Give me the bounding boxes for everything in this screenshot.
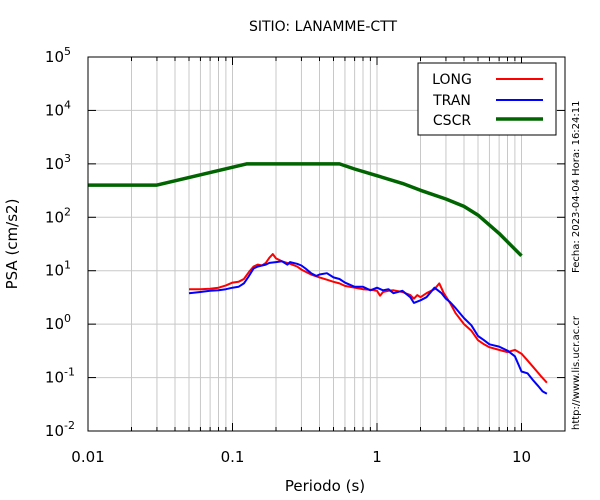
y-axis-label: PSA (cm/s2): [3, 199, 21, 290]
y-tick-label-base: 10: [45, 155, 64, 173]
axis-ticks: [87, 56, 566, 432]
y-tick-label: 10 1: [45, 259, 71, 280]
x-tick-label: 10: [512, 448, 531, 466]
y-tick-label-exponent: 4: [64, 98, 71, 111]
chart-title: SITIO: LANAMME-CTT: [249, 19, 398, 35]
x-tick-label: 0.1: [221, 448, 245, 466]
y-tick-label: 10 3: [45, 152, 71, 173]
y-tick-label-base: 10: [45, 208, 64, 226]
series-line-long: [189, 253, 548, 384]
source-url-text: http://www.lis.ucr.ac.cr: [571, 316, 582, 430]
series-line-cscr: [88, 162, 523, 258]
y-tick-label-exponent: 1: [64, 259, 71, 272]
x-tick-label: 0.01: [71, 448, 104, 466]
y-tick-label-exponent: 2: [64, 205, 71, 218]
timestamp-text: Fecha: 2023-04-04 Hora: 16:24:11: [571, 100, 582, 274]
y-tick-label: 10 4: [45, 98, 71, 119]
y-tick-label: 10 -1: [45, 366, 75, 387]
series-layer: [88, 162, 548, 395]
y-tick-label-exponent: -2: [64, 419, 75, 432]
x-tick-label: 1: [372, 448, 382, 466]
y-tick-label-base: 10: [45, 369, 64, 387]
y-tick-label: 10 2: [45, 205, 71, 226]
legend-label-long: LONG: [432, 72, 472, 88]
legend-label-cscr: CSCR: [433, 113, 471, 129]
y-tick-label-exponent: 5: [64, 45, 71, 58]
legend-label-tran: TRAN: [432, 93, 471, 109]
grid-lines: [87, 56, 566, 432]
y-tick-label: 10 5: [45, 45, 71, 66]
legend: LONG TRAN CSCR: [417, 62, 557, 136]
series-line-tran: [188, 260, 548, 395]
y-tick-label-exponent: 3: [64, 152, 71, 165]
y-tick-label: 10 -2: [45, 419, 75, 440]
y-tick-label-base: 10: [45, 101, 64, 119]
plot-frame: [87, 56, 566, 432]
y-tick-label-exponent: -1: [64, 366, 75, 379]
y-tick-label-base: 10: [45, 262, 64, 280]
x-tick-labels: 0.01 0.1 1 10: [71, 448, 531, 466]
y-tick-label: 10 0: [45, 312, 71, 333]
x-axis-label: Periodo (s): [285, 477, 365, 495]
y-tick-label-base: 10: [45, 422, 64, 440]
y-tick-label-exponent: 0: [64, 312, 71, 325]
y-tick-label-base: 10: [45, 48, 64, 66]
y-tick-label-base: 10: [45, 315, 64, 333]
legend-box: [417, 62, 557, 136]
